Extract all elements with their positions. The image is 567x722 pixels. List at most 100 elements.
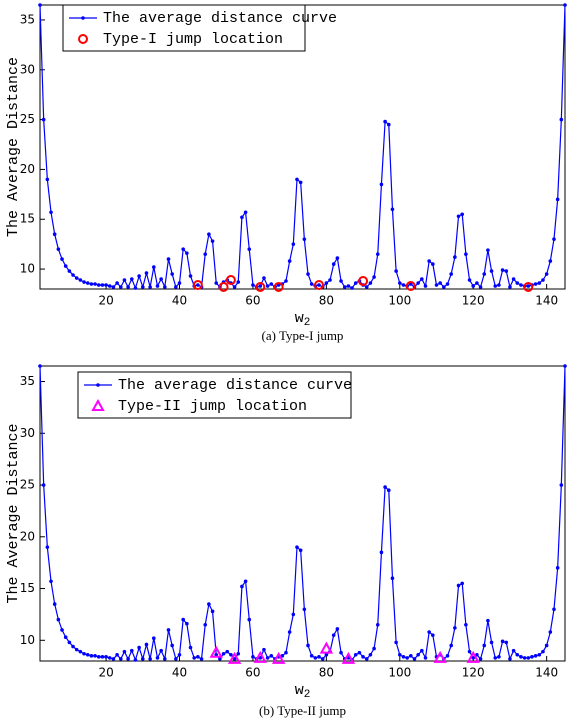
point bbox=[159, 648, 163, 653]
point bbox=[489, 269, 494, 273]
point bbox=[464, 622, 468, 627]
point bbox=[519, 655, 523, 659]
jump-marker bbox=[358, 276, 369, 287]
point bbox=[431, 262, 435, 266]
point bbox=[309, 654, 314, 658]
point bbox=[185, 251, 189, 255]
point bbox=[71, 273, 75, 277]
point bbox=[489, 640, 494, 645]
point bbox=[537, 652, 542, 657]
point bbox=[107, 284, 112, 288]
point bbox=[298, 180, 303, 185]
point bbox=[456, 214, 461, 219]
point bbox=[541, 649, 545, 654]
point bbox=[129, 648, 134, 653]
point bbox=[559, 117, 564, 122]
point bbox=[453, 626, 457, 630]
point bbox=[412, 657, 417, 661]
y-tick-label: 25 bbox=[20, 112, 35, 126]
point bbox=[203, 622, 208, 627]
legend-label: Type-II jump location bbox=[118, 398, 307, 415]
point bbox=[317, 283, 321, 287]
y-tick-label: 30 bbox=[20, 426, 35, 440]
point bbox=[232, 285, 237, 289]
point bbox=[497, 655, 501, 659]
point bbox=[71, 644, 75, 649]
point bbox=[148, 657, 152, 661]
x-axis-label: w2 bbox=[295, 682, 311, 701]
point bbox=[386, 122, 391, 127]
point bbox=[243, 579, 248, 584]
jump-marker bbox=[433, 650, 447, 663]
point bbox=[533, 654, 538, 658]
point bbox=[207, 232, 211, 236]
x-tick-label: 40 bbox=[172, 294, 187, 308]
point bbox=[52, 232, 57, 236]
point bbox=[544, 272, 549, 276]
point bbox=[482, 643, 487, 648]
point bbox=[471, 656, 476, 660]
legend-box bbox=[77, 371, 352, 419]
point bbox=[339, 650, 343, 655]
point bbox=[420, 277, 424, 281]
point bbox=[390, 576, 395, 580]
point bbox=[309, 282, 314, 286]
point bbox=[397, 652, 402, 657]
point bbox=[331, 262, 336, 266]
y-tick-label: 25 bbox=[20, 478, 35, 492]
point bbox=[56, 247, 61, 251]
x-tick-label: 80 bbox=[319, 294, 334, 308]
x-axis-label-sub: 2 bbox=[304, 689, 311, 701]
x-tick-label: 60 bbox=[245, 294, 260, 308]
point bbox=[500, 639, 505, 644]
point bbox=[85, 281, 90, 285]
jump-marker bbox=[253, 650, 267, 663]
point bbox=[196, 283, 200, 287]
point bbox=[225, 649, 230, 654]
point bbox=[291, 612, 296, 617]
point bbox=[401, 655, 406, 659]
point bbox=[159, 277, 163, 281]
point bbox=[302, 237, 307, 241]
point bbox=[265, 284, 270, 288]
point bbox=[93, 654, 97, 658]
point bbox=[38, 3, 42, 7]
point bbox=[386, 488, 391, 493]
point bbox=[269, 654, 274, 658]
point bbox=[214, 652, 219, 657]
point bbox=[280, 654, 285, 658]
point bbox=[552, 607, 556, 612]
point bbox=[526, 284, 531, 288]
point bbox=[427, 259, 431, 263]
point bbox=[438, 281, 442, 285]
point bbox=[372, 275, 376, 279]
point bbox=[291, 242, 296, 246]
x-axis-label: w2 bbox=[295, 310, 311, 329]
point bbox=[460, 212, 465, 217]
point bbox=[240, 215, 244, 220]
point bbox=[240, 584, 244, 589]
point bbox=[115, 652, 119, 657]
x-tick-label: 120 bbox=[462, 666, 485, 680]
point bbox=[515, 281, 520, 285]
point bbox=[515, 652, 520, 657]
x-tick-label: 80 bbox=[319, 666, 334, 680]
subplot: 10 15 20 25 30 35 20 40 60 80 100 120 140 The Average… bbox=[5, 364, 567, 718]
point bbox=[174, 657, 178, 661]
point bbox=[45, 177, 50, 182]
point bbox=[287, 259, 292, 263]
point bbox=[207, 602, 211, 606]
point bbox=[394, 640, 398, 645]
point bbox=[522, 656, 527, 660]
x-tick-label: 100 bbox=[388, 666, 411, 680]
point bbox=[174, 285, 178, 289]
point bbox=[460, 581, 465, 586]
point bbox=[111, 285, 116, 289]
point bbox=[544, 643, 549, 648]
caption: (b) Type-II jump bbox=[259, 703, 346, 718]
point bbox=[276, 283, 281, 287]
point bbox=[152, 265, 156, 269]
point bbox=[445, 654, 450, 658]
caption: (a) Type-I jump bbox=[262, 328, 344, 343]
point bbox=[133, 658, 138, 662]
